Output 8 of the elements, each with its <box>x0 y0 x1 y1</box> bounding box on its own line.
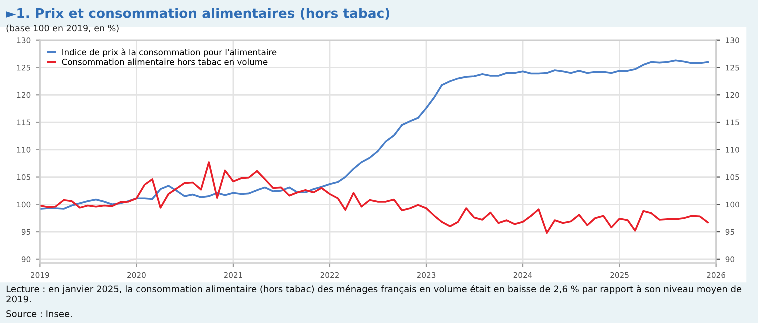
line-series <box>40 60 710 210</box>
chart-subtitle: (base 100 en 2019, en %) <box>6 24 119 33</box>
legend-label: Indice de prix à la consommation pour l'alimentaire <box>62 48 277 58</box>
source-note: Source : Insee. <box>6 310 72 318</box>
text: Lecture : en janvier 2025, la consommation alimentaire (hors tabac) des ménages français en volume était en baisse de 2,6 % par rapport à son niveau moyen de 2019. <box>6 285 742 303</box>
legend-label: Consommation alimentaire hors tabac en volume <box>62 58 268 66</box>
chart-title: ►1. Prix et consommation alimentaires (hors tabac) <box>6 8 390 20</box>
line-series <box>40 162 710 234</box>
